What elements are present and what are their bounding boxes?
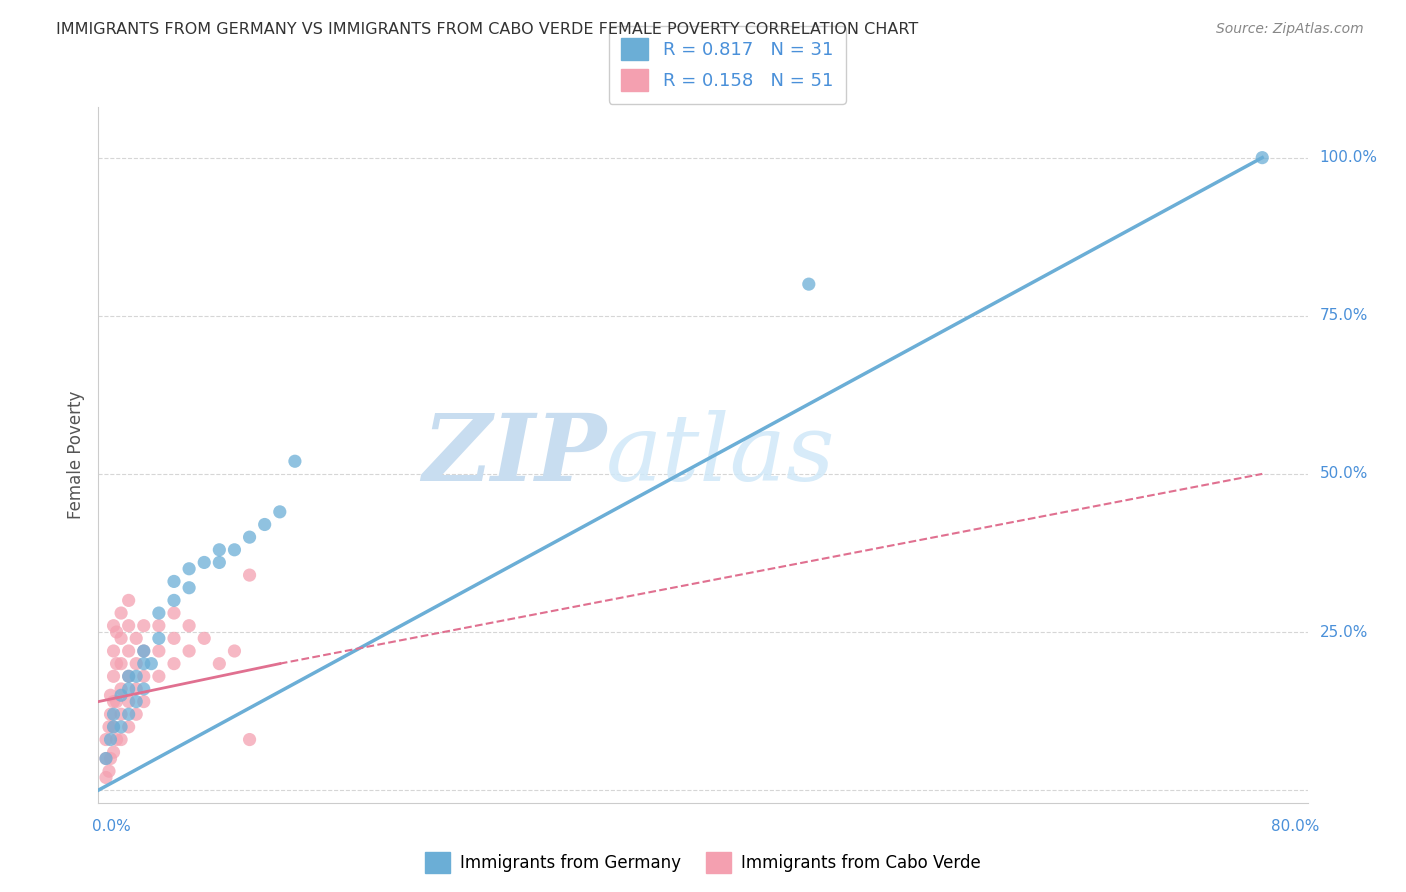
Point (193, 632, 215, 646)
Point (110, 707, 132, 722)
Point (239, 568, 262, 582)
Point (125, 707, 148, 722)
Point (94, 732, 117, 747)
Point (98, 720, 121, 734)
Point (208, 657, 231, 671)
Point (239, 530, 262, 544)
Point (132, 657, 155, 671)
Point (118, 644, 141, 658)
Text: ZIP: ZIP (422, 410, 606, 500)
Point (105, 695, 128, 709)
Text: 25.0%: 25.0% (1320, 624, 1368, 640)
Point (179, 644, 201, 658)
Point (110, 681, 132, 696)
Point (193, 556, 215, 570)
Point (208, 542, 231, 557)
Point (253, 517, 276, 532)
Point (179, 562, 201, 576)
Point (208, 556, 231, 570)
Point (148, 644, 170, 658)
Point (141, 657, 163, 671)
Point (148, 618, 170, 632)
Point (224, 542, 246, 557)
Point (163, 657, 186, 671)
Point (118, 707, 141, 722)
Point (163, 606, 186, 620)
Point (103, 745, 125, 759)
Legend: Immigrants from Germany, Immigrants from Cabo Verde: Immigrants from Germany, Immigrants from… (419, 846, 987, 880)
Point (94, 751, 117, 765)
Point (110, 720, 132, 734)
Point (110, 688, 132, 702)
Point (284, 454, 307, 468)
Text: IMMIGRANTS FROM GERMANY VS IMMIGRANTS FROM CABO VERDE FEMALE POVERTY CORRELATION: IMMIGRANTS FROM GERMANY VS IMMIGRANTS FR… (56, 22, 918, 37)
Point (105, 657, 128, 671)
Point (103, 695, 125, 709)
Point (100, 688, 122, 702)
Point (103, 707, 125, 722)
Point (239, 732, 262, 747)
Legend: R = 0.817   N = 31, R = 0.158   N = 51: R = 0.817 N = 31, R = 0.158 N = 51 (609, 26, 846, 104)
Point (797, 277, 820, 292)
Point (100, 751, 122, 765)
Point (105, 732, 128, 747)
Point (148, 669, 170, 683)
Point (94, 771, 117, 785)
Text: 50.0%: 50.0% (1320, 467, 1368, 482)
Point (110, 632, 132, 646)
Point (118, 593, 141, 607)
Y-axis label: Female Poverty: Female Poverty (66, 391, 84, 519)
Point (103, 644, 125, 658)
Point (100, 732, 122, 747)
Point (125, 681, 148, 696)
Point (163, 593, 186, 607)
Point (148, 606, 170, 620)
Point (110, 732, 132, 747)
Point (132, 644, 155, 658)
Point (110, 606, 132, 620)
Point (118, 720, 141, 734)
Text: 80.0%: 80.0% (1271, 819, 1320, 834)
Point (98, 764, 121, 779)
Point (94, 751, 117, 765)
Point (132, 618, 155, 632)
Point (110, 657, 132, 671)
Point (103, 669, 125, 683)
Point (163, 574, 186, 589)
Point (125, 695, 148, 709)
Point (125, 657, 148, 671)
Text: 75.0%: 75.0% (1320, 309, 1368, 323)
Text: 0.0%: 0.0% (93, 819, 131, 834)
Point (118, 681, 141, 696)
Point (179, 581, 201, 595)
Point (224, 644, 246, 658)
Text: 100.0%: 100.0% (1320, 150, 1378, 165)
Point (103, 618, 125, 632)
Point (179, 618, 201, 632)
Point (132, 669, 155, 683)
Point (132, 681, 155, 696)
Point (118, 618, 141, 632)
Point (105, 625, 128, 640)
Point (103, 720, 125, 734)
Point (269, 505, 291, 519)
Point (125, 669, 148, 683)
Point (118, 695, 141, 709)
Point (132, 644, 155, 658)
Point (118, 669, 141, 683)
Text: Source: ZipAtlas.com: Source: ZipAtlas.com (1216, 22, 1364, 37)
Point (100, 707, 122, 722)
Point (163, 632, 186, 646)
Point (118, 669, 141, 683)
Point (1251, 151, 1274, 165)
Point (132, 695, 155, 709)
Point (125, 632, 148, 646)
Point (103, 720, 125, 734)
Point (148, 632, 170, 646)
Text: atlas: atlas (606, 410, 835, 500)
